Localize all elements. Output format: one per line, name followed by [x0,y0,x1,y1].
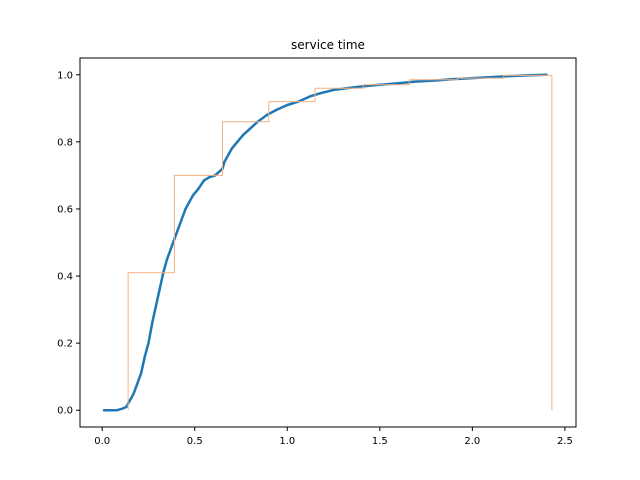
ecdf-point [136,382,139,385]
ecdf-point [415,80,418,83]
ecdf-point [217,170,220,174]
ecdf-point [275,108,278,112]
ecdf-point [397,82,400,85]
x-tick-label: 2.0 [464,436,480,447]
ecdf-point [180,217,183,221]
ecdf-point [249,127,252,130]
ecdf-point [188,201,191,204]
y-axis: 0.0 0.2 0.4 0.6 0.8 1.0 [57,70,80,417]
ecdf-point [125,405,128,409]
ecdf-point [184,207,187,211]
x-tick-label: 2.5 [557,436,573,447]
ecdf-point [241,134,245,137]
x-tick-label: 1.5 [372,436,388,447]
ecdf-point [236,140,239,144]
ecdf-point [226,154,230,157]
ecdf-point [139,372,143,375]
ecdf-point [110,409,113,412]
ecdf-point [154,305,158,308]
ecdf-series-line [102,73,548,412]
step-series-line [127,74,553,411]
ecdf-point [230,147,233,150]
ecdf-point [151,321,154,325]
ecdf-point [169,248,172,251]
axes-frame [79,57,577,428]
y-tick-label: 0.6 [57,204,73,215]
x-tick-label: 0.0 [94,436,110,447]
ecdf-point [191,194,195,197]
y-tick-label: 0.8 [57,137,73,148]
ecdf-point [147,341,150,345]
y-tick-label: 1.0 [57,70,73,81]
y-tick-label: 0.4 [57,272,73,283]
ecdf-point [102,409,106,412]
ecdf-point [128,399,132,402]
x-tick-label: 0.5 [187,436,203,447]
ecdf-point [158,288,161,291]
ecdf-point [176,227,180,231]
ecdf-point [143,355,146,358]
ecdf-point [308,95,311,98]
x-tick-label: 1.0 [279,436,295,447]
y-tick-label: 0.2 [57,339,73,350]
chart-title: service time [291,38,365,52]
ecdf-point [115,409,119,412]
ecdf-point [132,392,135,395]
ecdf-point [165,258,169,261]
ecdf-point [197,187,200,190]
ecdf-point [223,160,226,164]
ecdf-point [202,179,206,182]
ecdf-point [121,407,124,410]
x-axis: 0.0 0.5 1.0 1.5 2.0 2.5 [94,427,573,447]
plot-area [102,73,553,412]
ecdf-point [286,103,289,107]
ecdf-point [208,175,211,179]
ecdf-point [265,113,269,117]
ecdf-point [360,85,363,88]
y-tick-label: 0.0 [57,406,73,417]
ecdf-point [332,88,335,92]
ecdf-point [319,92,322,95]
